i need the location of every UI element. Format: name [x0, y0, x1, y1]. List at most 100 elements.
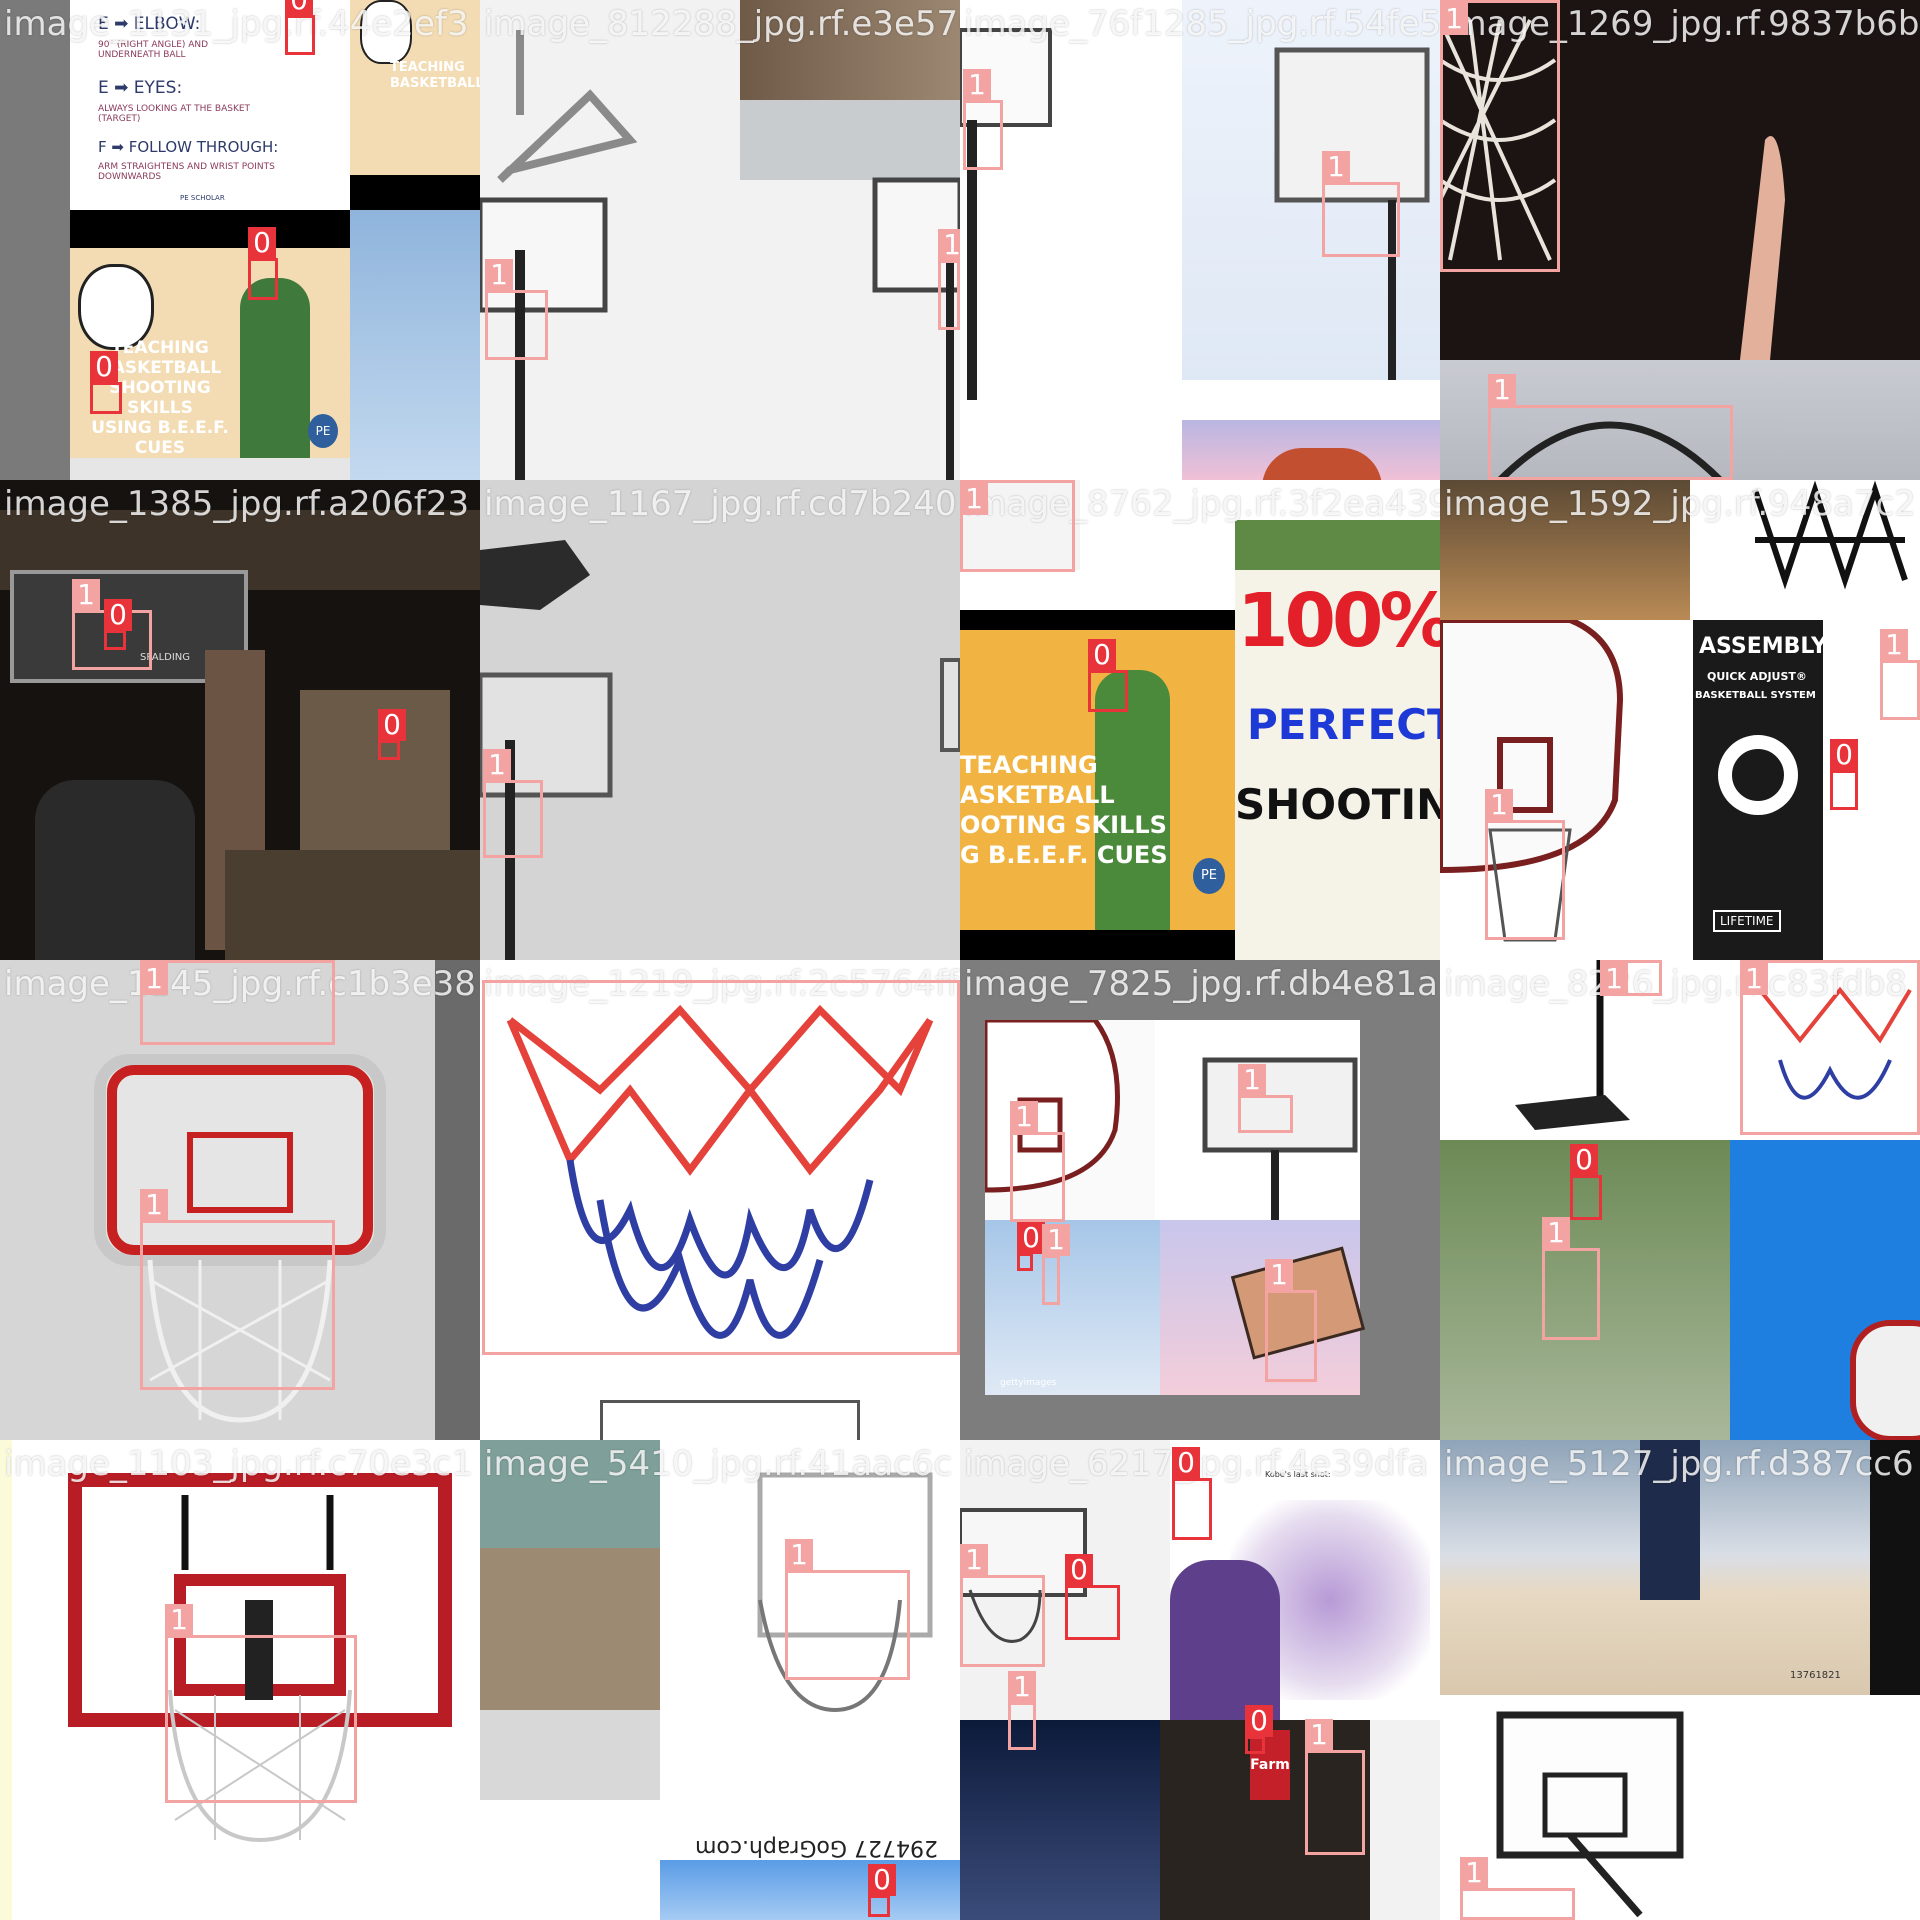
black-band [350, 175, 480, 210]
bbox-ball: 0 [1172, 1447, 1212, 1540]
bbox-label: 0 [1088, 639, 1116, 671]
assembly-panel: ASSEMBLY QUICK ADJUST® BASKETBALL SYSTEM… [1693, 620, 1827, 960]
farm-sign: Farm [1250, 1730, 1290, 1800]
kobe-caption: Kobe's last shot: [1265, 1470, 1331, 1479]
teacher-figure [1095, 670, 1170, 930]
glass-hoop-panel [1155, 1020, 1360, 1220]
dome [1262, 448, 1382, 480]
sky-photo [1182, 0, 1440, 380]
bbox-label: 1 [483, 749, 511, 781]
bbox-hoop: 1 [1010, 1101, 1065, 1222]
bbox-hoop: 1 [1542, 1217, 1600, 1340]
bbox-label: 1 [1740, 963, 1768, 995]
gym-floor [1440, 480, 1690, 620]
bbox-label: 0 [378, 709, 406, 741]
tile-13: 294727 GoGraph.com image_5410_jpg.rf.41a… [480, 1440, 960, 1920]
getty-mark: gettyimages [1000, 1378, 1057, 1388]
bbox-label: 1 [938, 229, 960, 261]
bbox-label: 1 [960, 1544, 988, 1576]
cow-icon [360, 0, 412, 64]
bbox-label: 1 [1542, 1217, 1570, 1249]
red-backboard-drawing [68, 1473, 452, 1843]
bbox-label: 0 [1065, 1554, 1093, 1586]
bbox-hoop: 1 [960, 480, 1075, 572]
poster-side-teaching: TEACHING BASKETBALL [390, 60, 480, 92]
teaching-line-2: BASKETBALL [98, 358, 222, 378]
perfect-line-3: SHOOTING [1235, 780, 1440, 829]
mini-hoop-drawing [94, 1054, 386, 1423]
fan-backboard-drawing [1440, 620, 1624, 942]
grass-strip [1235, 520, 1440, 570]
bbox-label: 1 [1460, 1857, 1488, 1889]
bbox-label: 1 [140, 963, 168, 995]
jump-photo: 13761821 [1440, 1440, 1870, 1695]
bbox-hoop: 1 [1740, 960, 1920, 1135]
pe-badge: PE [1193, 858, 1225, 894]
tile-3: image_1269_jpg.rf.9837b6b 1 1 [1440, 0, 1920, 480]
red-backboard [1850, 1320, 1920, 1440]
lifetime-logo: LIFETIME [1713, 910, 1781, 932]
spalding-text: SPALDING [140, 652, 191, 663]
poster-line-eyes-sub: ALWAYS LOOKING AT THE BASKET (TARGET) [98, 104, 251, 124]
poster-line-eyes: E ➡ EYES: [98, 78, 183, 98]
bbox-ball: 0 [378, 709, 406, 760]
kobe-graphic: Kobe's last shot: [1170, 1440, 1440, 1720]
bbox-label: 0 [1245, 1705, 1273, 1737]
bbox-hoop: 1 [1265, 1259, 1317, 1382]
bbox-hoop: 1 [1322, 151, 1400, 257]
bbox-label: 1 [1010, 1101, 1038, 1133]
grey-hoop-drawing [480, 540, 960, 960]
pale-strip [70, 458, 350, 480]
bbox-label: 1 [1485, 789, 1513, 821]
sky-panel [985, 1220, 1160, 1395]
red-blue-net-drawing [506, 1004, 934, 1339]
teaching-crop-photo: TEACHING ASKETBALL OOTING SKILLS G B.E.E… [960, 630, 1235, 930]
watermark-id: 13761821 [1790, 1670, 1841, 1681]
bbox-hoop: 1 [1042, 1224, 1070, 1305]
bbox-label: 1 [785, 1539, 813, 1571]
bbox-label: 1 [1042, 1224, 1070, 1256]
teaching-line-1: TEACHING [111, 338, 209, 358]
blue-sky-photo [660, 1860, 960, 1920]
dark-edge [1870, 1440, 1920, 1695]
hoop-on-pole [1274, 47, 1430, 380]
bbox-hoop: 1 [960, 1544, 1045, 1667]
bbox-ball: 0 [1570, 1144, 1602, 1220]
teaching-crop-caption: TEACHING ASKETBALL OOTING SKILLS G B.E.E… [960, 750, 1168, 870]
farm-photo: Farm [1160, 1720, 1370, 1920]
bbox-hoop: 1 [140, 960, 335, 1045]
crop-line-3: OOTING SKILLS [960, 811, 1167, 839]
drive-photo [480, 1710, 660, 1800]
net-detail [1735, 480, 1920, 590]
arena-photo [960, 1720, 1160, 1920]
bbox-ball: 0 [285, 0, 315, 55]
bbox-label: 1 [960, 483, 988, 515]
pavement [740, 100, 960, 180]
tile-5: image_1167_jpg.rf.cd7b240 1 1 [480, 480, 960, 960]
bbox-ball: 0 [248, 227, 278, 300]
bbox-hoop: 1 [165, 1604, 357, 1803]
tile-7: ASSEMBLY QUICK ADJUST® BASKETBALL SYSTEM… [1440, 480, 1920, 960]
bbox-label: 0 [248, 227, 276, 259]
tile-4: SPALDING image_1385_jpg.rf.a206f23 1 0 0… [0, 480, 480, 960]
tile-11: image_8226_jpg.rf.c83fdb8 1 1 0 1 [1440, 960, 1920, 1440]
perfect-line-1: 100% [1237, 578, 1440, 664]
bbox-label: 1 [963, 69, 991, 101]
bbox-label: 1 [1880, 629, 1908, 661]
bbox-label: 0 [90, 351, 118, 383]
teaching-caption: TEACHING BASKETBALL SHOOTING SKILLS USIN… [90, 338, 230, 458]
bbox-ball: 0 [1245, 1705, 1273, 1754]
yellow-edge [0, 1440, 12, 1920]
table-outline [600, 1400, 860, 1440]
bbox-hoop: 1 [1238, 1064, 1293, 1133]
perfect-line-2: PERFECT [1247, 700, 1440, 749]
bbox-ball: 0 [104, 599, 132, 650]
bbox-hoop: 1 [1485, 789, 1565, 940]
tile-10: gettyimages image_7825_jpg.rf.db4e81a 1 … [960, 960, 1440, 1440]
right-grey-band [435, 960, 480, 1440]
tile-6: TEACHING ASKETBALL OOTING SKILLS G B.E.E… [960, 480, 1440, 960]
bbox-hoop: 1 [1305, 1719, 1365, 1855]
garage-interior [300, 690, 450, 850]
black-band [960, 610, 1235, 630]
